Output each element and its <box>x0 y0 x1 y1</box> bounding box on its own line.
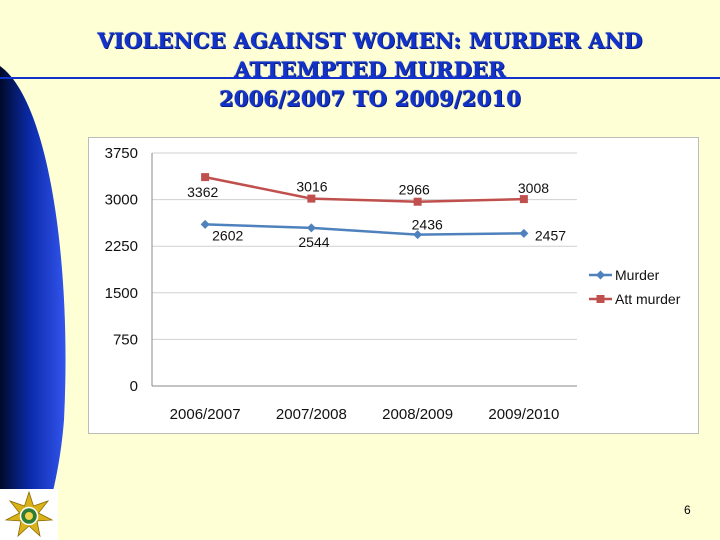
x-tick-label: 2009/2010 <box>488 406 559 423</box>
data-label: 2966 <box>399 182 430 198</box>
data-label: 3008 <box>518 180 549 196</box>
police-star-badge-icon <box>0 489 58 540</box>
data-label: 2436 <box>412 217 443 233</box>
y-tick-label: 2250 <box>105 238 138 255</box>
series <box>200 173 529 240</box>
title-line-3: 2006/2007 TO 2009/2010 <box>218 86 522 111</box>
data-point <box>200 219 210 229</box>
series-line-att-murder <box>204 175 524 203</box>
data-point <box>413 197 422 206</box>
y-tick-label: 3750 <box>105 145 138 162</box>
data-point <box>519 195 528 204</box>
series-line-murder <box>205 223 524 236</box>
data-point <box>413 230 423 240</box>
chart-area <box>88 137 699 434</box>
data-label: 2602 <box>212 227 243 243</box>
data-labels: 2602 2544 2436 2457 3362 3016 2966 3008 <box>187 179 566 250</box>
data-label: 3016 <box>296 179 327 195</box>
data-point <box>201 173 210 182</box>
title-underline <box>0 77 720 79</box>
x-tick-label: 2007/2008 <box>276 406 347 423</box>
data-point <box>519 228 529 238</box>
data-point <box>306 223 316 233</box>
slide-title: VIOLENCE AGAINST WOMEN: MURDER AND ATTEM… <box>0 26 720 113</box>
gridlines <box>152 152 577 340</box>
y-tick-label: 0 <box>130 378 138 395</box>
page-number: 6 <box>684 503 691 517</box>
y-tick-label: 750 <box>113 331 138 348</box>
data-label: 3362 <box>187 184 218 200</box>
legend-marker <box>596 295 605 303</box>
title-line-1: VIOLENCE AGAINST WOMEN: MURDER AND <box>97 28 643 53</box>
x-tick-label: 2008/2009 <box>382 406 453 423</box>
axes: 0 750 1500 2250 3000 3750 2006/2007 2007/2008 20… <box>105 145 577 423</box>
legend-label: Att murder <box>615 291 681 307</box>
left-decorative-band <box>0 66 66 540</box>
line-chart: 0 750 1500 2250 3000 3750 2006/2007 2007/2008 20… <box>105 145 681 423</box>
data-label: 2544 <box>298 234 329 250</box>
legend-marker <box>596 270 605 280</box>
data-point <box>307 194 316 203</box>
x-tick-label: 2006/2007 <box>170 406 241 423</box>
legend: Murder Att murder <box>589 267 681 307</box>
y-tick-label: 3000 <box>105 192 138 209</box>
legend-label: Murder <box>615 267 660 283</box>
data-label: 2457 <box>535 227 566 243</box>
title-line-2: ATTEMPTED MURDER <box>234 57 506 82</box>
y-tick-label: 1500 <box>105 285 138 302</box>
